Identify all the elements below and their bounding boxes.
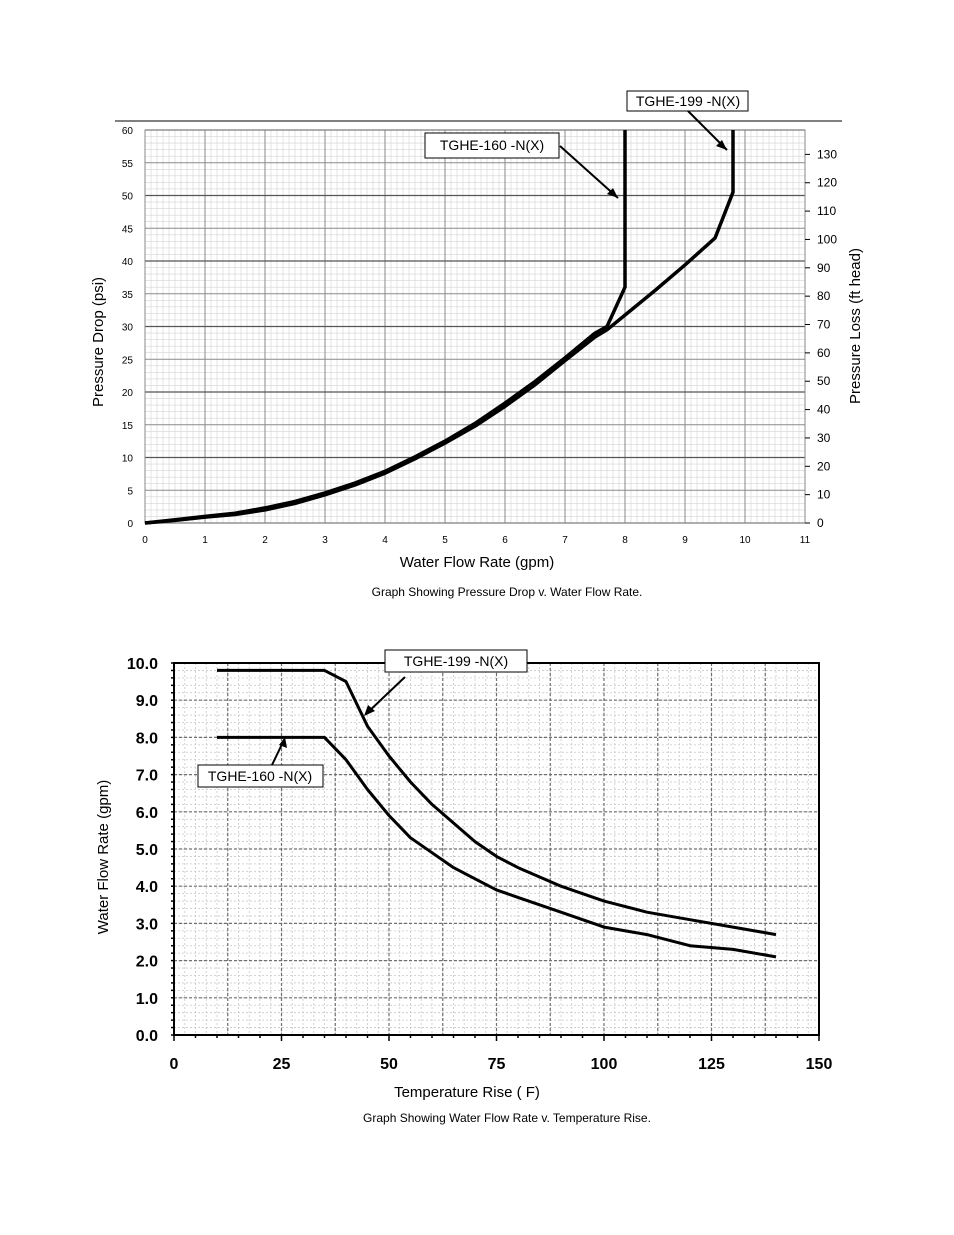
chart1-gridlines — [144, 129, 806, 524]
pressure-drop-chart: 0 1 2 3 4 5 6 7 8 9 10 11 051015202530354045505560 … — [90, 90, 864, 571]
chart2-y-tick-label: 6.0 — [136, 805, 158, 822]
chart2-y-tick-label: 2.0 — [136, 954, 158, 971]
chart1-y-tick-label: 40 — [122, 257, 134, 268]
chart1-y2-tick-label: 0 — [817, 516, 824, 530]
chart1-y2-tick-label: 30 — [817, 431, 831, 445]
chart2-y-tick-label: 10.0 — [127, 656, 158, 673]
svg-text:TGHE-199 -N(X): TGHE-199 -N(X) — [404, 653, 508, 669]
chart1-y-tick-label: 55 — [122, 159, 134, 170]
chart2-x-tick-label: 125 — [698, 1056, 725, 1073]
chart1-y2-axis-label: Pressure Loss (ft head) — [847, 248, 864, 404]
chart2-callout-tghe-199: TGHE-199 -N(X) — [364, 649, 528, 716]
chart1-y2-tick-label: 70 — [817, 318, 831, 332]
chart2-gridlines — [173, 662, 820, 1036]
chart2-y-axis-label: Water Flow Rate (gpm) — [95, 780, 112, 934]
chart2-x-tick-label: 25 — [273, 1056, 291, 1073]
chart1-y-tick-label: 45 — [122, 224, 134, 235]
chart2-y-tick-label: 5.0 — [136, 842, 158, 859]
chart1-x-tick-label: 2 — [262, 535, 268, 546]
chart1-x-ticks: 0 1 2 3 4 5 6 7 8 9 10 11 — [142, 535, 810, 546]
chart1-y2-tick-label: 120 — [817, 176, 837, 190]
chart1-y-tick-label: 5 — [127, 486, 133, 497]
chart1-y2-tick-label: 50 — [817, 374, 831, 388]
chart1-y-tick-label: 25 — [122, 355, 134, 366]
chart1-y-tick-label: 35 — [122, 290, 134, 301]
chart2-y-tick-label: 4.0 — [136, 879, 158, 896]
chart1-y-tick-label: 50 — [122, 192, 134, 203]
chart1-y2-tick-label: 60 — [817, 346, 831, 360]
chart2-x-tick-label: 0 — [170, 1056, 179, 1073]
chart1-x-tick-label: 0 — [142, 535, 148, 546]
chart2-x-ticks: 0 25 50 75 100 125 150 — [170, 1035, 833, 1073]
svg-text:TGHE-199 -N(X): TGHE-199 -N(X) — [636, 93, 740, 109]
chart1-y2-ticks: 0 10 20 30 40 50 60 70 80 90 100 110 120 130 — [805, 147, 837, 530]
chart1-callout-tghe-160: TGHE-160 -N(X) — [424, 132, 619, 199]
chart2-y-ticks: 0.0 1.0 2.0 3.0 4.0 5.0 6.0 7.0 8.0 9.0 10.0 — [127, 656, 174, 1045]
chart2-series — [217, 668, 777, 959]
chart1-y2-tick-label: 100 — [817, 232, 837, 246]
flow-rate-chart: 0 25 50 75 100 125 150 0.0 1.0 2.0 3.0 4.0 5.0 6.0 7.… — [95, 649, 833, 1101]
chart1-caption: Graph Showing Pressure Drop v. Water Flo… — [371, 585, 643, 599]
chart1-x-tick-label: 10 — [739, 535, 751, 546]
chart1-y2-tick-label: 20 — [817, 459, 831, 473]
chart1-x-tick-label: 5 — [442, 535, 448, 546]
chart1-callout-tghe-199: TGHE-199 -N(X) — [626, 90, 749, 151]
chart2-x-tick-label: 150 — [806, 1056, 833, 1073]
chart1-y2-tick-label: 110 — [817, 204, 836, 218]
chart1-x-axis-label: Water Flow Rate (gpm) — [400, 554, 554, 571]
chart1-y2-tick-label: 80 — [817, 289, 831, 303]
chart1-y-tick-label: 30 — [122, 323, 134, 334]
chart1-series-line — [144, 130, 735, 525]
chart2-y-tick-label: 0.0 — [136, 1028, 158, 1045]
chart2-series-line — [217, 735, 777, 959]
chart1-y-tick-label: 15 — [122, 421, 134, 432]
chart1-y-ticks: 0 5 10 15 20 25 30 35 40 45 50 55 60 — [122, 126, 134, 530]
chart1-x-tick-label: 9 — [682, 535, 688, 546]
chart2-y-tick-label: 7.0 — [136, 768, 158, 785]
chart1-x-tick-label: 4 — [382, 535, 388, 546]
chart2-callout-tghe-160: TGHE-160 -N(X) — [197, 737, 324, 788]
chart2-x-tick-label: 75 — [488, 1056, 506, 1073]
chart1-y-tick-label: 10 — [122, 454, 134, 465]
chart2-x-tick-label: 100 — [591, 1056, 618, 1073]
svg-text:TGHE-160 -N(X): TGHE-160 -N(X) — [208, 768, 312, 784]
chart1-y-tick-label: 0 — [127, 519, 133, 530]
chart2-x-tick-label: 50 — [380, 1056, 398, 1073]
chart1-x-tick-label: 3 — [322, 535, 328, 546]
chart2-y-tick-label: 1.0 — [136, 991, 158, 1008]
chart1-y2-tick-label: 90 — [817, 261, 831, 275]
chart2-series-line — [217, 668, 777, 937]
chart1-x-tick-label: 7 — [562, 535, 568, 546]
chart1-y-axis-label: Pressure Drop (psi) — [90, 277, 107, 407]
svg-text:TGHE-160 -N(X): TGHE-160 -N(X) — [440, 137, 544, 153]
chart1-y2-tick-label: 10 — [817, 488, 831, 502]
chart1-y2-tick-label: 130 — [817, 147, 837, 161]
chart2-caption: Graph Showing Water Flow Rate v. Tempera… — [363, 1111, 651, 1125]
chart1-x-tick-label: 8 — [622, 535, 628, 546]
chart1-y2-tick-label: 40 — [817, 403, 831, 417]
chart2-y-tick-label: 3.0 — [136, 916, 158, 933]
chart2-y-tick-label: 8.0 — [136, 730, 158, 747]
chart1-x-tick-label: 6 — [502, 535, 508, 546]
chart1-x-tick-label: 11 — [800, 535, 811, 546]
chart1-series — [144, 130, 735, 525]
chart1-x-tick-label: 1 — [202, 535, 208, 546]
chart1-y-tick-label: 20 — [122, 388, 134, 399]
chart1-plot-frame — [144, 129, 806, 524]
chart2-x-axis-label: Temperature Rise ( F) — [394, 1084, 540, 1101]
chart2-y-tick-label: 9.0 — [136, 693, 158, 710]
chart1-y-tick-label: 60 — [122, 126, 134, 137]
